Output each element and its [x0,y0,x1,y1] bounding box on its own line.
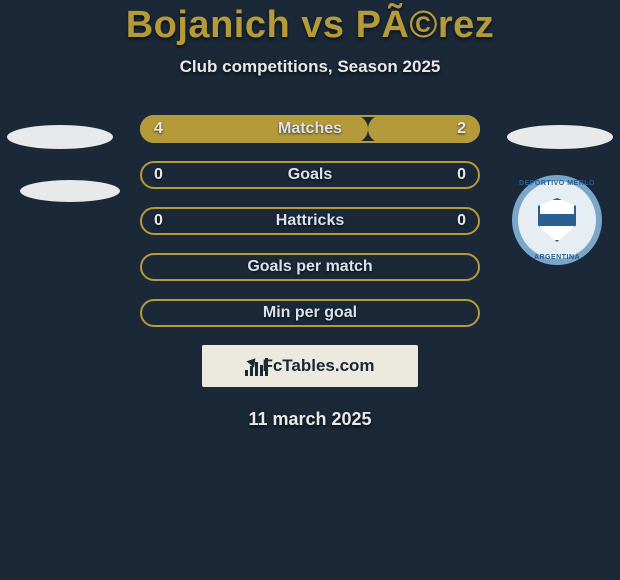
club-crest: DEPORTIVO MERLO ARGENTINA [512,175,602,265]
page-title: Bojanich vs PÃ©rez [126,4,495,47]
crest-top-text: DEPORTIVO MERLO [519,180,595,187]
stat-value-right: 2 [457,120,466,138]
content-root: Bojanich vs PÃ©rez Club competitions, Se… [0,0,620,580]
stat-label: Goals per match [247,258,372,276]
player-right-avatar-1 [507,125,613,149]
stat-row: Goals 0 0 [140,161,480,189]
stat-value-left: 0 [154,166,163,184]
stat-value-left: 4 [154,120,163,138]
crest-bottom-text: ARGENTINA [534,254,580,261]
stat-row: Goals per match [140,253,480,281]
player-left-avatar-1 [7,125,113,149]
stat-value-left: 0 [154,212,163,230]
stat-value-right: 0 [457,166,466,184]
stat-row: Matches 4 2 [140,115,480,143]
stat-value-right: 0 [457,212,466,230]
crest-band [540,214,574,225]
logo-box: FcTables.com [202,345,418,387]
subtitle: Club competitions, Season 2025 [180,57,441,77]
logo-text: FcTables.com [262,356,374,376]
player-left-avatar-2 [20,180,120,202]
stat-row: Hattricks 0 0 [140,207,480,235]
date-text: 11 march 2025 [248,409,371,430]
stat-label: Min per goal [263,304,357,322]
stat-row: Min per goal [140,299,480,327]
stat-label: Goals [288,166,332,184]
stat-label: Matches [278,120,342,138]
stat-label: Hattricks [276,212,344,230]
